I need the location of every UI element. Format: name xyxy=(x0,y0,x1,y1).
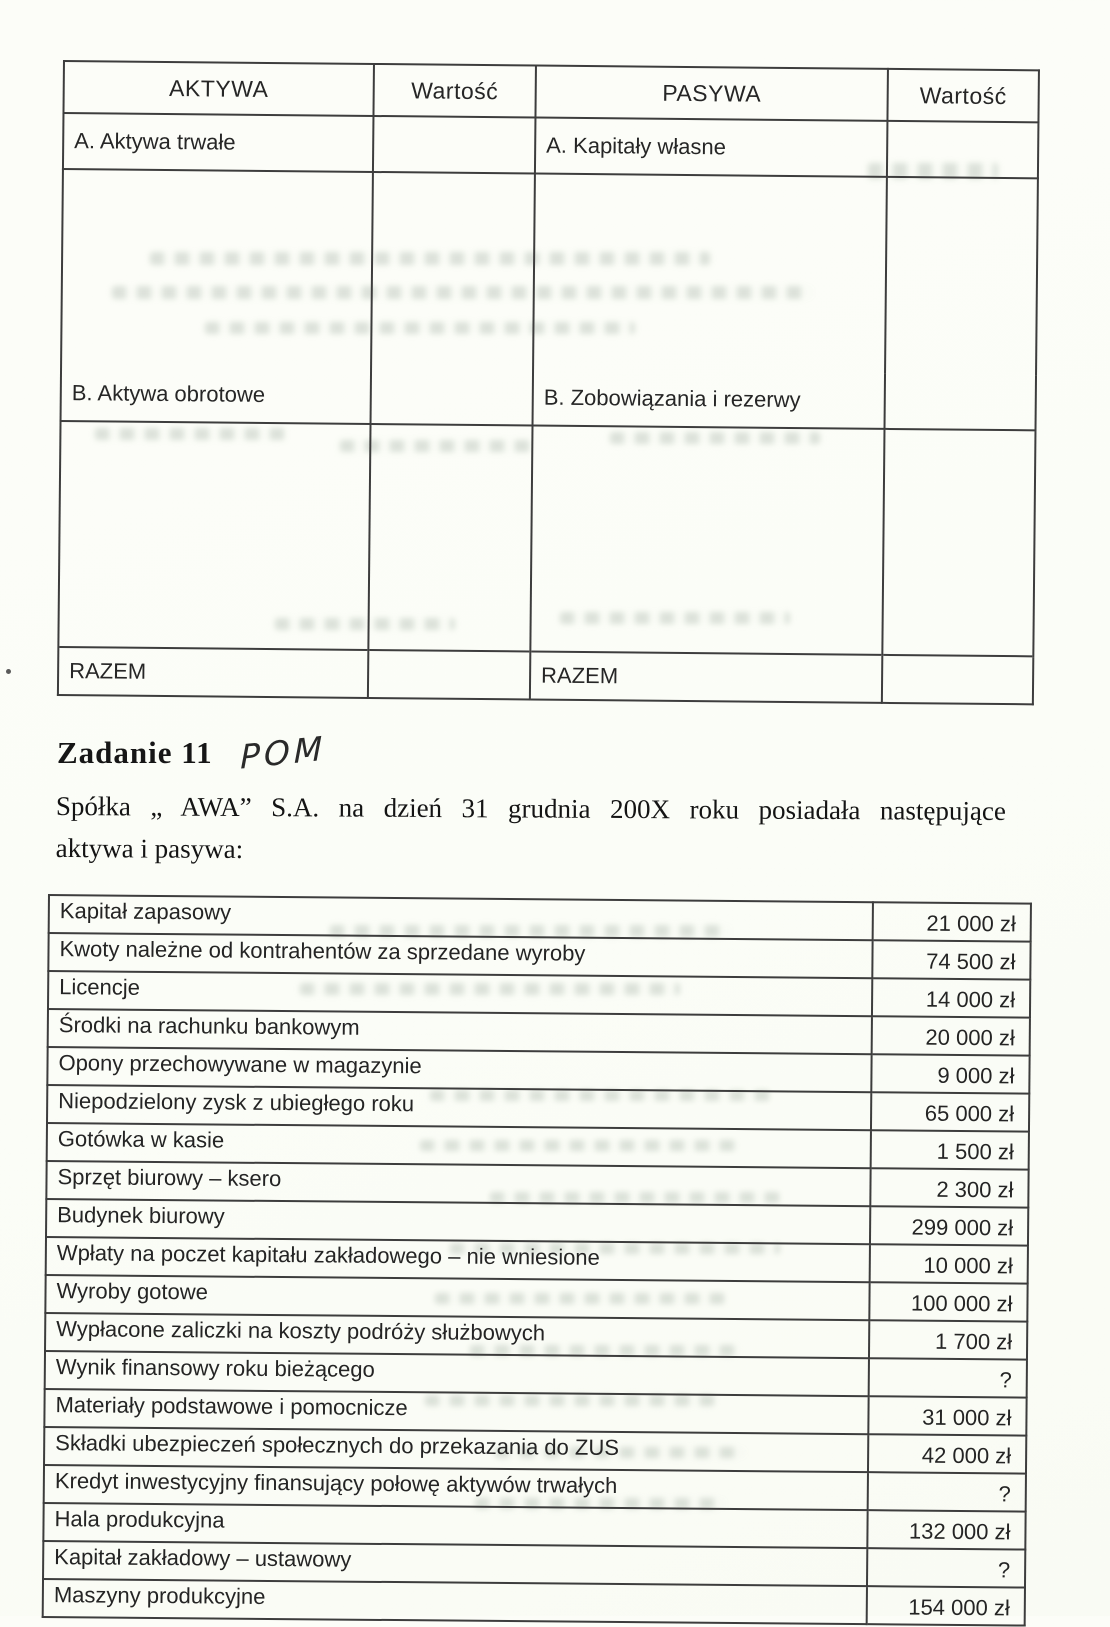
item-value: ? xyxy=(866,1548,1026,1588)
item-value: 74 500 zł xyxy=(872,940,1031,980)
total-aktywa-label: RAZEM xyxy=(57,646,369,698)
item-value: 9 000 zł xyxy=(871,1054,1030,1094)
balance-section-b-row: B. Aktywa obrotowe B. Zobowiązania i rez… xyxy=(60,365,1037,431)
items-table: Kapitał zapasowy 21 000 zł Kwoty należne… xyxy=(42,894,1031,1627)
balance-header-row: AKTYWA Wartość PASYWA Wartość xyxy=(63,61,1039,123)
item-value: 20 000 zł xyxy=(871,1016,1030,1056)
item-label: Maszyny produkcyjne xyxy=(42,1578,867,1625)
empty-cell xyxy=(58,420,371,650)
empty-cell xyxy=(371,171,535,371)
task-heading: Zadanie 11 xyxy=(57,735,213,770)
item-value: ? xyxy=(867,1472,1026,1512)
column-header-aktywa: AKTYWA xyxy=(63,61,374,116)
item-value: 65 000 zł xyxy=(870,1092,1030,1132)
column-header-wartosc-left: Wartość xyxy=(373,63,536,118)
balance-section-a-row: A. Aktywa trwałe A. Kapitały własne xyxy=(62,113,1039,179)
column-header-pasywa: PASYWA xyxy=(535,65,888,121)
balance-total-row: RAZEM RAZEM xyxy=(57,646,1034,705)
empty-cell xyxy=(372,115,536,174)
empty-cell xyxy=(881,654,1034,705)
table-row: Maszyny produkcyjne 154 000 zł xyxy=(42,1578,1025,1626)
empty-cell xyxy=(885,176,1038,376)
empty-cell xyxy=(368,423,533,652)
section-a-pasywa-label: A. Kapitały własne xyxy=(534,117,888,177)
empty-cell xyxy=(61,169,373,369)
intro-line-1: Spółka „ AWA” S.A. na dzień 31 grudnia 2… xyxy=(55,790,1006,826)
empty-cell xyxy=(370,368,534,426)
section-a-aktywa-label: A. Aktywa trwałe xyxy=(62,113,374,172)
empty-cell xyxy=(530,425,885,655)
section-b-pasywa-label: B. Zobowiązania i rezerwy xyxy=(532,370,886,429)
item-value: 132 000 zł xyxy=(867,1510,1026,1550)
empty-cell xyxy=(367,649,531,700)
empty-cell xyxy=(533,173,887,374)
empty-cell xyxy=(886,120,1039,179)
intro-line-2: aktywa i pasywa: xyxy=(55,832,244,864)
item-value: 42 000 zł xyxy=(867,1434,1027,1474)
item-value: 14 000 zł xyxy=(871,978,1031,1018)
item-value: 21 000 zł xyxy=(872,902,1031,942)
handwritten-note: POM xyxy=(240,728,327,777)
item-value: 10 000 zł xyxy=(869,1244,1028,1284)
item-value: 100 000 zł xyxy=(869,1282,1028,1322)
balance-blank-area-b xyxy=(58,420,1036,657)
scan-speck xyxy=(6,669,11,674)
item-value: 154 000 zł xyxy=(866,1586,1025,1626)
empty-cell xyxy=(882,428,1036,657)
section-b-aktywa-label: B. Aktywa obrotowe xyxy=(60,365,372,424)
column-header-wartosc-right: Wartość xyxy=(887,68,1039,123)
balance-blank-area-a xyxy=(61,169,1038,376)
balance-sheet-table: AKTYWA Wartość PASYWA Wartość A. Aktywa … xyxy=(57,60,1039,705)
item-value: 31 000 zł xyxy=(868,1396,1027,1436)
task-intro-paragraph: Spółka „ AWA” S.A. na dzień 31 grudnia 2… xyxy=(56,786,1006,875)
item-value: 299 000 zł xyxy=(869,1206,1029,1246)
item-value: 1 700 zł xyxy=(868,1320,1028,1360)
item-value: 1 500 zł xyxy=(870,1130,1029,1170)
item-value: 2 300 zł xyxy=(870,1168,1029,1208)
item-value: ? xyxy=(868,1358,1027,1398)
empty-cell xyxy=(884,373,1037,431)
total-pasywa-label: RAZEM xyxy=(529,651,883,703)
